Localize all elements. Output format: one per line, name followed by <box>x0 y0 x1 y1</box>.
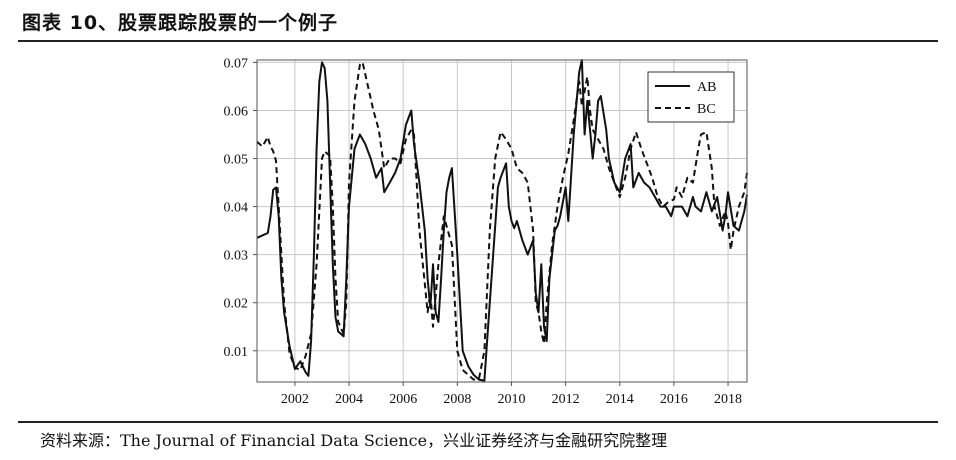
legend-bc-label: BC <box>697 102 716 117</box>
y-tick-label: 0.07 <box>224 56 249 71</box>
x-tick-label: 2004 <box>335 392 363 407</box>
x-tick-label: 2010 <box>497 392 525 407</box>
figure-title: 图表 10、股票跟踪股票的一个例子 <box>22 12 339 34</box>
y-tick-label: 0.01 <box>224 345 249 360</box>
x-tick-label: 2002 <box>281 392 309 407</box>
x-tick-label: 2012 <box>552 392 580 407</box>
series-line-bc <box>256 61 748 381</box>
source-note: 资料来源：The Journal of Financial Data Scien… <box>40 431 668 450</box>
y-tick-label: 0.03 <box>224 249 249 264</box>
x-tick-label: 2008 <box>443 392 471 407</box>
x-tick-label: 2016 <box>660 392 688 407</box>
title-rule <box>18 40 938 42</box>
legend: AB BC <box>647 71 735 123</box>
plot-frame <box>256 59 748 383</box>
y-tick-label: 0.02 <box>224 297 249 312</box>
source-rule <box>18 421 938 423</box>
x-tick-label: 2006 <box>389 392 417 407</box>
x-tick-label: 2014 <box>606 392 634 407</box>
y-tick-label: 0.05 <box>224 153 249 168</box>
legend-ab-label: AB <box>697 80 716 95</box>
legend-box <box>647 71 735 123</box>
tick-labels: 0.01 0.02 0.03 0.04 0.05 0.06 0.07 2002 2004 2006… <box>224 56 743 407</box>
y-tick-label: 0.04 <box>224 201 249 216</box>
series-layer <box>256 59 748 382</box>
y-tick-label: 0.06 <box>224 104 249 119</box>
series-line-ab <box>256 59 748 382</box>
x-tick-label: 2018 <box>714 392 742 407</box>
